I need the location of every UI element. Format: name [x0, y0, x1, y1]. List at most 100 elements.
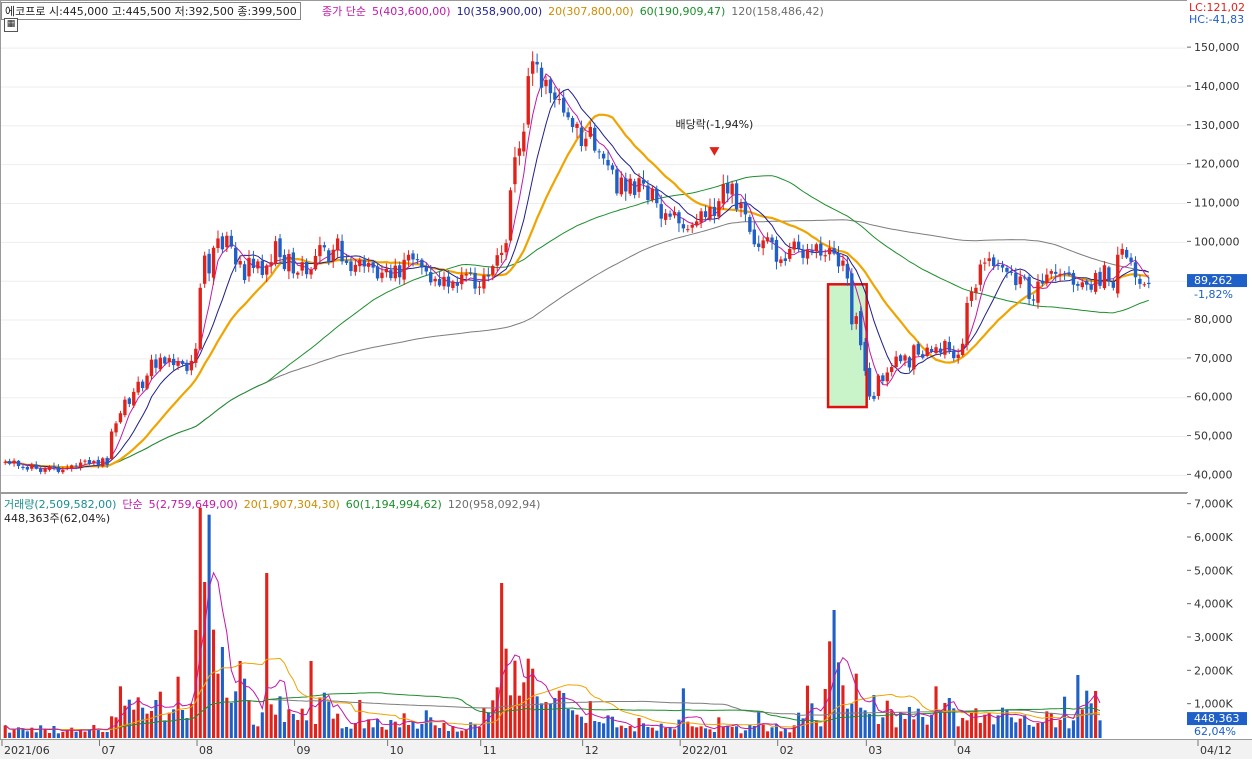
- ma-legend-title: 종가 단순: [322, 5, 366, 18]
- volume-bar: [664, 728, 668, 738]
- candle: [952, 345, 956, 362]
- candle: [1049, 269, 1053, 279]
- volume-bar: [1009, 717, 1013, 738]
- candle-body: [202, 255, 207, 284]
- candle: [194, 343, 198, 368]
- volume-bar: [641, 723, 646, 738]
- candle-body: [681, 224, 686, 229]
- candle-body: [358, 259, 362, 267]
- volume-bar: [313, 724, 318, 738]
- candle: [921, 350, 925, 360]
- candle-body: [632, 181, 637, 195]
- candle: [468, 267, 473, 276]
- candle: [610, 162, 615, 175]
- candle: [247, 250, 251, 282]
- candle-body: [402, 259, 406, 280]
- candle: [912, 343, 916, 375]
- grid-icon[interactable]: ▦: [4, 18, 18, 32]
- volume-bar: [699, 726, 703, 738]
- candle: [34, 461, 38, 470]
- candle: [969, 286, 974, 307]
- volume-bar: [703, 728, 708, 738]
- candle-body: [149, 359, 154, 377]
- candle: [180, 359, 185, 366]
- ma60-legend: 60(190,909,47): [639, 5, 726, 18]
- volume-bar: [247, 701, 251, 738]
- volume-chart-svg[interactable]: [1, 494, 1187, 739]
- volume-bar: [974, 708, 978, 738]
- candle-body: [1111, 282, 1116, 288]
- volume-bar: [389, 720, 393, 738]
- candle: [74, 463, 78, 470]
- candle: [743, 193, 748, 222]
- candle: [198, 283, 202, 351]
- candle-body: [411, 253, 415, 260]
- candle: [1142, 281, 1147, 287]
- price-tick-label: 60,000: [1194, 391, 1233, 404]
- volume-bar: [1045, 711, 1049, 738]
- volume-bar: [695, 727, 699, 738]
- volume-bar: [872, 695, 876, 738]
- candle: [850, 268, 854, 331]
- volume-bar: [375, 719, 380, 738]
- volume-bar: [531, 668, 535, 738]
- volume-bar: [508, 695, 513, 738]
- volume-bar: [464, 730, 468, 738]
- candle: [499, 245, 504, 264]
- candle-body: [96, 459, 100, 465]
- candle-body: [845, 263, 850, 279]
- price-chart-panel[interactable]: 배당락(-1,94%): [0, 0, 1188, 493]
- candle-body: [331, 249, 335, 262]
- candle-body: [1124, 249, 1129, 258]
- candle-body: [491, 266, 495, 275]
- candle: [455, 276, 460, 293]
- candle: [615, 165, 619, 196]
- price-tick-label: 130,000: [1194, 119, 1240, 132]
- candle-body: [1018, 276, 1022, 285]
- date-tick-label: 09: [297, 744, 311, 757]
- volume-bar: [296, 720, 300, 738]
- candle-body: [247, 257, 251, 277]
- candle-body: [371, 262, 375, 268]
- candle: [145, 373, 149, 391]
- price-tag-label: 89,262: [1194, 274, 1233, 287]
- volume-bar: [154, 700, 158, 738]
- candle-body: [229, 235, 233, 247]
- volume-bar: [25, 731, 29, 738]
- date-tick-label: 2022/01: [682, 744, 728, 757]
- stock-summary[interactable]: 에코프로 시:445,000 고:445,500 저:392,500 종:399…: [1, 2, 301, 20]
- candle: [1147, 276, 1151, 289]
- candle-body: [921, 354, 925, 358]
- candle: [1107, 265, 1111, 287]
- candle: [406, 250, 411, 267]
- candle: [801, 244, 805, 265]
- candle-body: [557, 99, 561, 101]
- date-x-axis: 2021/06 07 08 09 10 11 12 2022/01 02 03 04 04/12: [0, 739, 1252, 759]
- candle-body: [194, 348, 198, 363]
- date-tick-label: 02: [780, 744, 794, 757]
- volume-bar: [562, 693, 566, 738]
- volume-bar: [717, 717, 721, 738]
- candle-body: [974, 287, 978, 293]
- candle: [429, 264, 433, 286]
- volume-bar: [371, 727, 375, 738]
- candle-body: [712, 206, 717, 216]
- volume-chart-panel[interactable]: [0, 493, 1188, 740]
- price-chart-svg[interactable]: 배당락(-1,94%): [1, 1, 1187, 492]
- candle-body: [25, 467, 30, 470]
- candle: [260, 254, 264, 279]
- candle-body: [118, 413, 123, 423]
- candle: [934, 343, 938, 356]
- volume-bar: [384, 729, 388, 738]
- candle: [16, 460, 21, 469]
- candle-body: [566, 112, 570, 118]
- candle: [83, 459, 87, 465]
- volume-bar: [145, 713, 149, 738]
- candle-body: [393, 265, 397, 279]
- candle-body: [867, 367, 872, 397]
- candle-body: [508, 190, 513, 241]
- candle-body: [513, 157, 517, 185]
- candle-body: [934, 347, 938, 354]
- volume-bar: [779, 731, 783, 738]
- candle-body: [21, 466, 25, 469]
